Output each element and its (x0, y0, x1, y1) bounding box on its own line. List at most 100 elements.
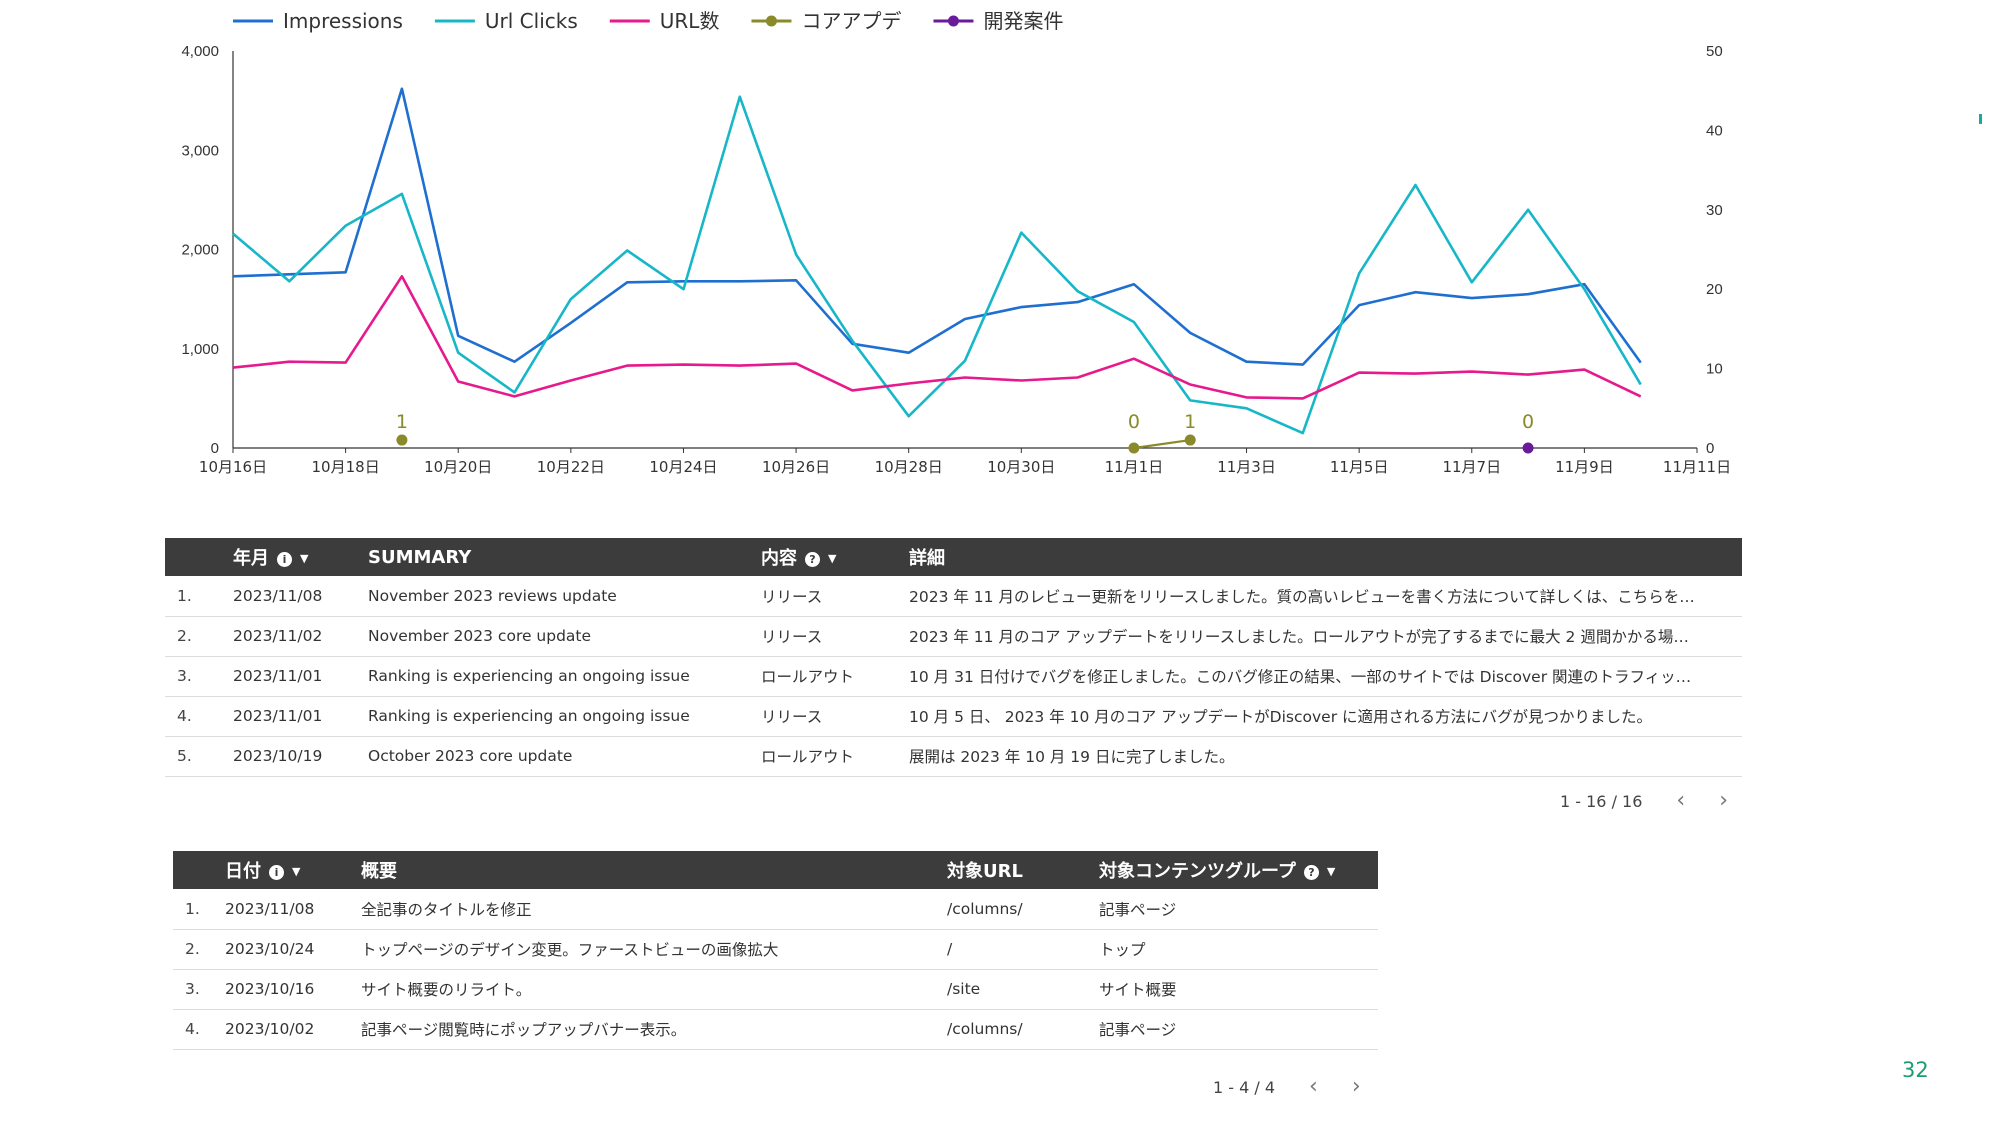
cell-group: サイト概要 (1089, 969, 1378, 1010)
cell-ym: 2023/11/08 (223, 576, 358, 617)
legend-marker-コアアプデ (765, 15, 777, 27)
cell-content: リリース (751, 696, 899, 737)
y-left-tick-label: 1,000 (181, 341, 219, 358)
y-left-tick-label: 3,000 (181, 142, 219, 159)
sort-down-icon[interactable]: ▼ (828, 552, 837, 565)
x-tick-label: 10月18日 (312, 458, 380, 476)
table-header-row: 日付 i ▼ 概要 対象URL 対象コンテンツグループ? ▼ (173, 851, 1378, 889)
dev-pagination: 1 - 4 / 4 ‹ › (1213, 1076, 1361, 1098)
legend-label: コアアプデ (801, 9, 901, 33)
cell-date: 2023/10/24 (215, 929, 351, 970)
header-group[interactable]: 対象コンテンツグループ? ▼ (1089, 851, 1378, 889)
cell-group: 記事ページ (1089, 1009, 1378, 1050)
x-tick-label: 11月5日 (1330, 458, 1389, 476)
data-label-コアアプデ: 0 (1128, 411, 1140, 433)
y-right-tick-label: 0 (1706, 440, 1714, 457)
cell-ym: 2023/11/02 (223, 616, 358, 657)
chevron-left-icon[interactable]: ‹ (1676, 788, 1686, 813)
cell-detail: 2023 年 11 月のコア アップデートをリリースしました。ロールアウトが完了… (899, 616, 1742, 657)
cell-summary: October 2023 core update (358, 736, 751, 777)
cell-url: /columns/ (937, 889, 1089, 930)
y-left-tick-label: 2,000 (181, 242, 219, 259)
x-tick-label: 11月9日 (1555, 458, 1614, 476)
info-icon[interactable]: i (277, 552, 292, 567)
chevron-left-icon[interactable]: ‹ (1309, 1074, 1318, 1099)
legend-marker-開発案件 (947, 15, 959, 27)
series-point-コアアプデ (1128, 442, 1140, 454)
data-label-開発案件: 0 (1522, 411, 1534, 433)
cell-content: ロールアウト (751, 656, 899, 697)
row-index: 3. (173, 969, 215, 1010)
edge-accent-mark (1979, 114, 1982, 124)
header-date[interactable]: 日付 i ▼ (215, 851, 351, 889)
header-detail[interactable]: 詳細 (899, 538, 1742, 576)
google-updates-table: 年月 i ▼ SUMMARY 内容? ▼ 詳細 1. 2023/11/08 Novembe… (165, 538, 1742, 777)
cell-summary: November 2023 core update (358, 616, 751, 657)
cell-summary: November 2023 reviews update (358, 576, 751, 617)
header-summary[interactable]: SUMMARY (358, 538, 751, 576)
table-row[interactable]: 4. 2023/11/01 Ranking is experiencing an o… (165, 696, 1742, 737)
cell-group: 記事ページ (1089, 889, 1378, 930)
header-url[interactable]: 対象URL (937, 851, 1089, 889)
row-index: 2. (165, 616, 223, 657)
x-tick-label: 10月26日 (762, 458, 830, 476)
legend-label: Url Clicks (485, 9, 578, 33)
cell-group: トップ (1089, 929, 1378, 970)
cell-summary: Ranking is experiencing an ongoing issue (358, 656, 751, 697)
pagination-label: 1 - 16 / 16 (1560, 791, 1643, 811)
cell-ym: 2023/11/01 (223, 696, 358, 737)
table-row[interactable]: 2. 2023/10/24 トップページのデザイン変更。ファーストビューの画像拡大 /… (173, 929, 1378, 970)
cell-date: 2023/10/16 (215, 969, 351, 1010)
cell-content: リリース (751, 576, 899, 617)
updates-pagination: 1 - 16 / 16 ‹ › (1560, 790, 1728, 812)
table-header-row: 年月 i ▼ SUMMARY 内容? ▼ 詳細 (165, 538, 1742, 576)
cell-overview: トップページのデザイン変更。ファーストビューの画像拡大 (351, 929, 937, 970)
y-left-tick-label: 0 (211, 440, 219, 457)
chevron-right-icon[interactable]: › (1351, 1074, 1361, 1099)
series-point-開発案件 (1522, 442, 1534, 454)
table-row[interactable]: 1. 2023/11/08 November 2023 reviews update… (165, 576, 1742, 617)
legend-label: Impressions (283, 9, 403, 33)
cell-date: 2023/10/02 (215, 1009, 351, 1050)
y-right-tick-label: 10 (1706, 361, 1723, 378)
table-row[interactable]: 3. 2023/11/01 Ranking is experiencing an o… (165, 656, 1742, 697)
sort-down-icon[interactable]: ▼ (300, 552, 309, 565)
info-icon[interactable]: ? (805, 552, 820, 567)
x-tick-label: 11月11日 (1663, 458, 1731, 476)
info-icon[interactable]: ? (1303, 865, 1319, 880)
y-right-tick-label: 30 (1706, 202, 1723, 219)
series-line-コアアプデ (1133, 438, 1191, 450)
pagination-label: 1 - 4 / 4 (1213, 1077, 1276, 1097)
chevron-right-icon[interactable]: › (1719, 788, 1729, 813)
sort-down-icon[interactable]: ▼ (292, 865, 301, 878)
y-right-tick-label: 50 (1706, 43, 1723, 60)
x-tick-label: 10月28日 (875, 458, 943, 476)
row-index: 5. (165, 736, 223, 777)
table-row[interactable]: 2. 2023/11/02 November 2023 core update リリー… (165, 616, 1742, 657)
x-tick-label: 11月7日 (1442, 458, 1501, 476)
sort-down-icon[interactable]: ▼ (1326, 865, 1336, 878)
header-content[interactable]: 内容? ▼ (751, 538, 899, 576)
table-row[interactable]: 4. 2023/10/02 記事ページ閲覧時にポップアップバナー表示。/column… (173, 1009, 1378, 1050)
cell-ym: 2023/10/19 (223, 736, 358, 777)
header-overview[interactable]: 概要 (351, 851, 937, 889)
table-row[interactable]: 3. 2023/10/16 サイト概要のリライト。/site サイト概要 (173, 969, 1378, 1010)
legend-label: URL数 (660, 9, 720, 33)
x-tick-label: 10月20日 (424, 458, 492, 476)
data-label-コアアプデ: 1 (396, 411, 408, 433)
cell-url: / (937, 929, 1089, 970)
table-row[interactable]: 1. 2023/11/08 全記事のタイトルを修正/columns/記事ページ (173, 889, 1378, 930)
legend-label: 開発案件 (983, 9, 1063, 33)
cell-url: /columns/ (937, 1009, 1089, 1050)
series-point-コアアプデ (396, 434, 408, 446)
x-tick-label: 10月30日 (987, 458, 1055, 476)
slide-page-number: 32 (1902, 1058, 1929, 1082)
cell-detail: 10 月 31 日付けでバグを修正しました。このバグ修正の結果、一部のサイトでは… (899, 656, 1742, 697)
info-icon[interactable]: i (269, 865, 284, 880)
header-ym[interactable]: 年月 i ▼ (223, 538, 358, 576)
series-point-コアアプデ (1184, 434, 1196, 446)
series-line-URL数 (232, 274, 1642, 400)
row-index: 4. (165, 696, 223, 737)
cell-detail: 2023 年 11 月のレビュー更新をリリースしました。質の高いレビューを書く方… (899, 576, 1742, 617)
table-row[interactable]: 5. 2023/10/19 October 2023 core update ロールア… (165, 736, 1742, 777)
